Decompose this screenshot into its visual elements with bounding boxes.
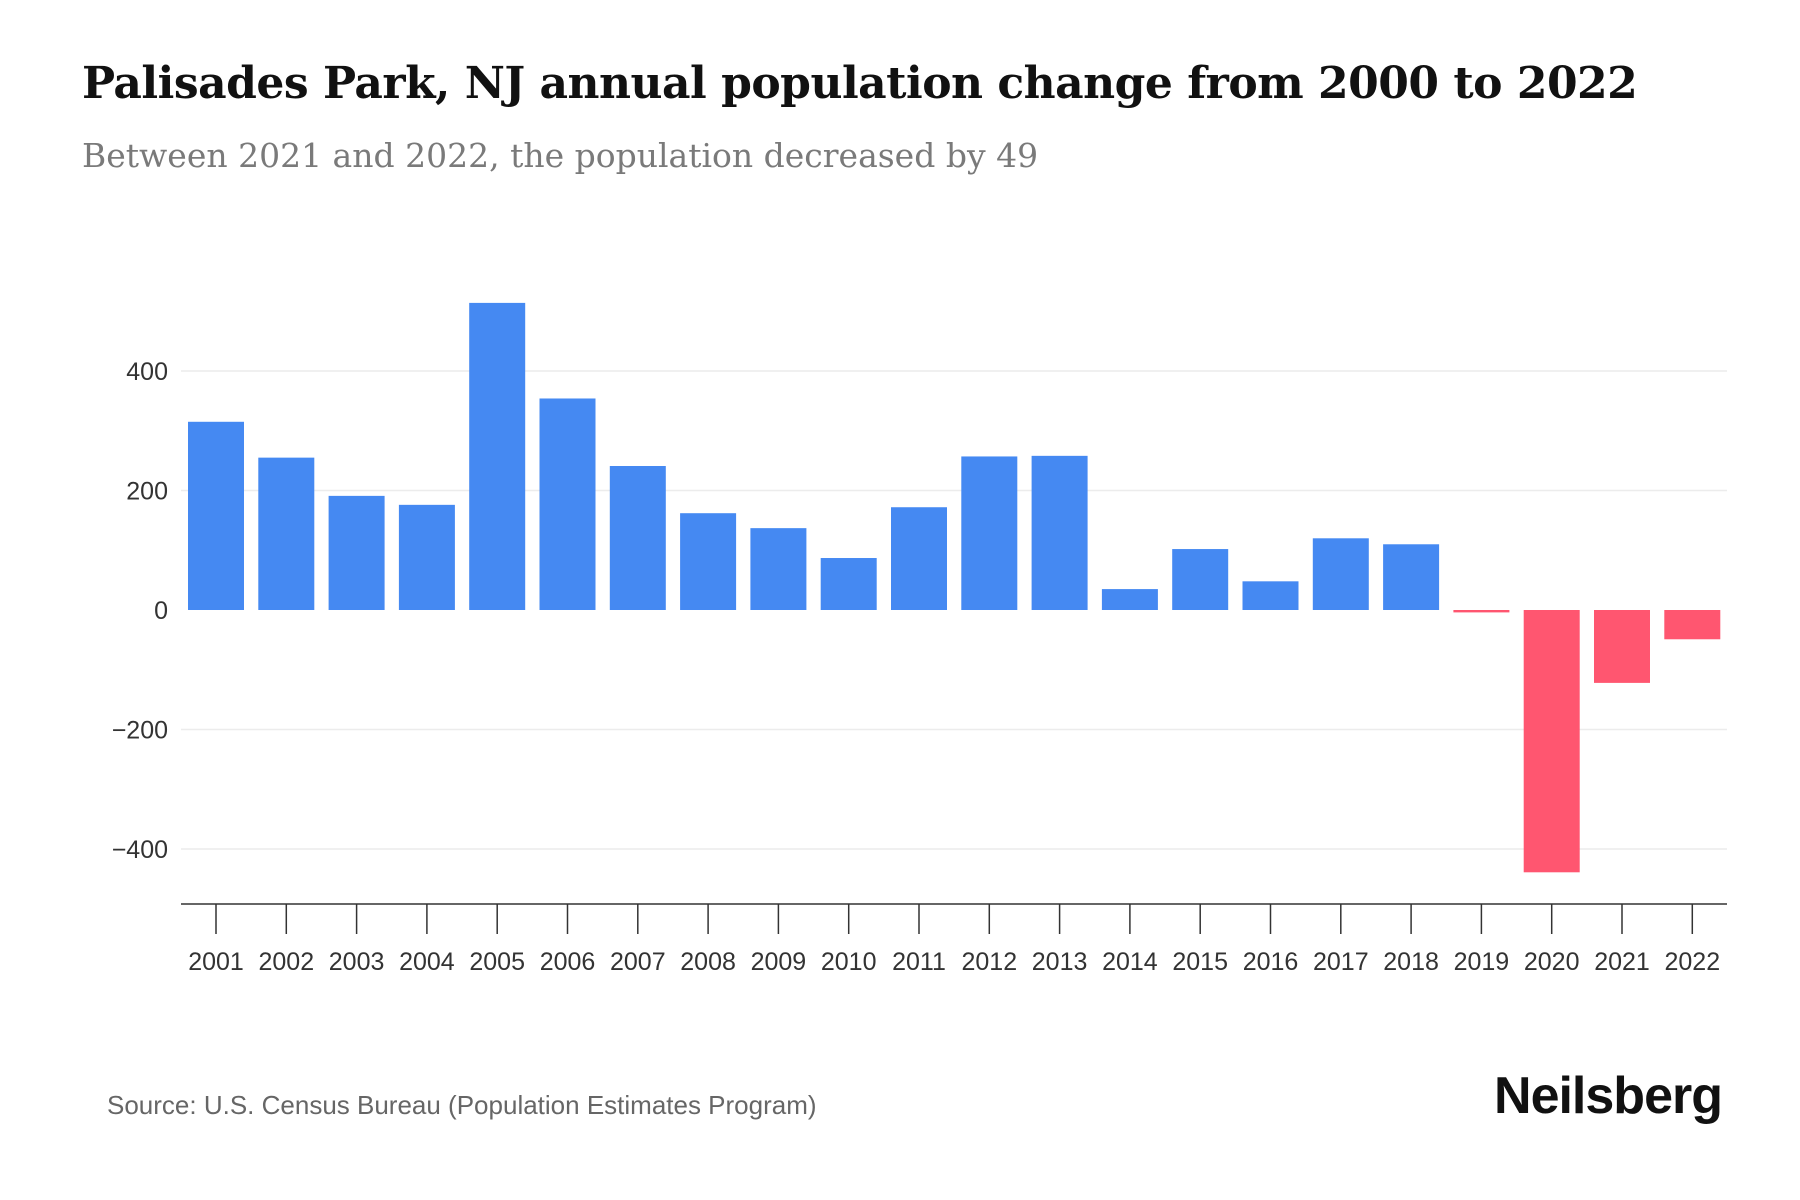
x-tick-label: 2012 — [961, 948, 1017, 976]
y-tick-label: 200 — [126, 478, 168, 506]
bar-2005 — [469, 302, 526, 610]
x-tick-label: 2020 — [1524, 948, 1580, 976]
y-tick-label: 0 — [154, 597, 168, 625]
bar-2012 — [961, 456, 1018, 610]
x-tick-label: 2016 — [1243, 948, 1299, 976]
x-tick-label: 2010 — [821, 948, 877, 976]
bar-2010 — [820, 558, 877, 610]
bar-2002 — [258, 457, 315, 610]
bar-2007 — [609, 466, 666, 610]
bar-2015 — [1172, 549, 1229, 610]
neilsberg-logo: Neilsberg — [1494, 1067, 1723, 1125]
bar-2001 — [188, 421, 244, 610]
bar-2021 — [1594, 610, 1650, 683]
bar-2004 — [398, 504, 455, 610]
x-tick-label: 2001 — [188, 948, 244, 976]
bar-2006 — [539, 398, 596, 610]
x-tick-label: 2006 — [540, 948, 596, 976]
x-tick-label: 2008 — [680, 948, 736, 976]
bar-2016 — [1242, 581, 1299, 610]
x-tick-label: 2017 — [1313, 948, 1369, 976]
bar-2017 — [1312, 538, 1369, 610]
x-tick-label: 2007 — [610, 948, 666, 976]
bar-2003 — [328, 495, 385, 610]
bar-2008 — [680, 513, 737, 610]
chart-title: Palisades Park, NJ annual population cha… — [82, 58, 1638, 109]
y-tick-label: −200 — [112, 717, 168, 745]
x-tick-label: 2013 — [1032, 948, 1088, 976]
y-tick-label: 400 — [126, 358, 168, 386]
bar-2022 — [1664, 610, 1721, 640]
x-tick-label: 2003 — [329, 948, 385, 976]
x-tick-label: 2004 — [399, 948, 455, 976]
x-tick-label: 2002 — [258, 948, 314, 976]
bar-2009 — [750, 528, 807, 610]
x-tick-label: 2021 — [1594, 948, 1650, 976]
x-tick-label: 2014 — [1102, 948, 1158, 976]
y-tick-label: −400 — [112, 836, 168, 864]
bar-2013 — [1031, 455, 1088, 610]
bar-2019 — [1453, 610, 1510, 613]
x-tick-label: 2022 — [1664, 948, 1720, 976]
bar-2018 — [1383, 544, 1440, 610]
source-note: Source: U.S. Census Bureau (Population E… — [107, 1090, 817, 1120]
x-tick-label: 2011 — [892, 948, 946, 976]
x-tick-label: 2005 — [469, 948, 525, 976]
x-tick-label: 2018 — [1383, 948, 1439, 976]
chart-subtitle: Between 2021 and 2022, the population de… — [82, 136, 1039, 175]
x-tick-label: 2009 — [751, 948, 807, 976]
x-tick-label: 2015 — [1172, 948, 1228, 976]
bar-2011 — [891, 507, 947, 610]
bar-2020 — [1523, 610, 1580, 873]
bar-2014 — [1101, 589, 1158, 610]
x-tick-label: 2019 — [1454, 948, 1510, 976]
